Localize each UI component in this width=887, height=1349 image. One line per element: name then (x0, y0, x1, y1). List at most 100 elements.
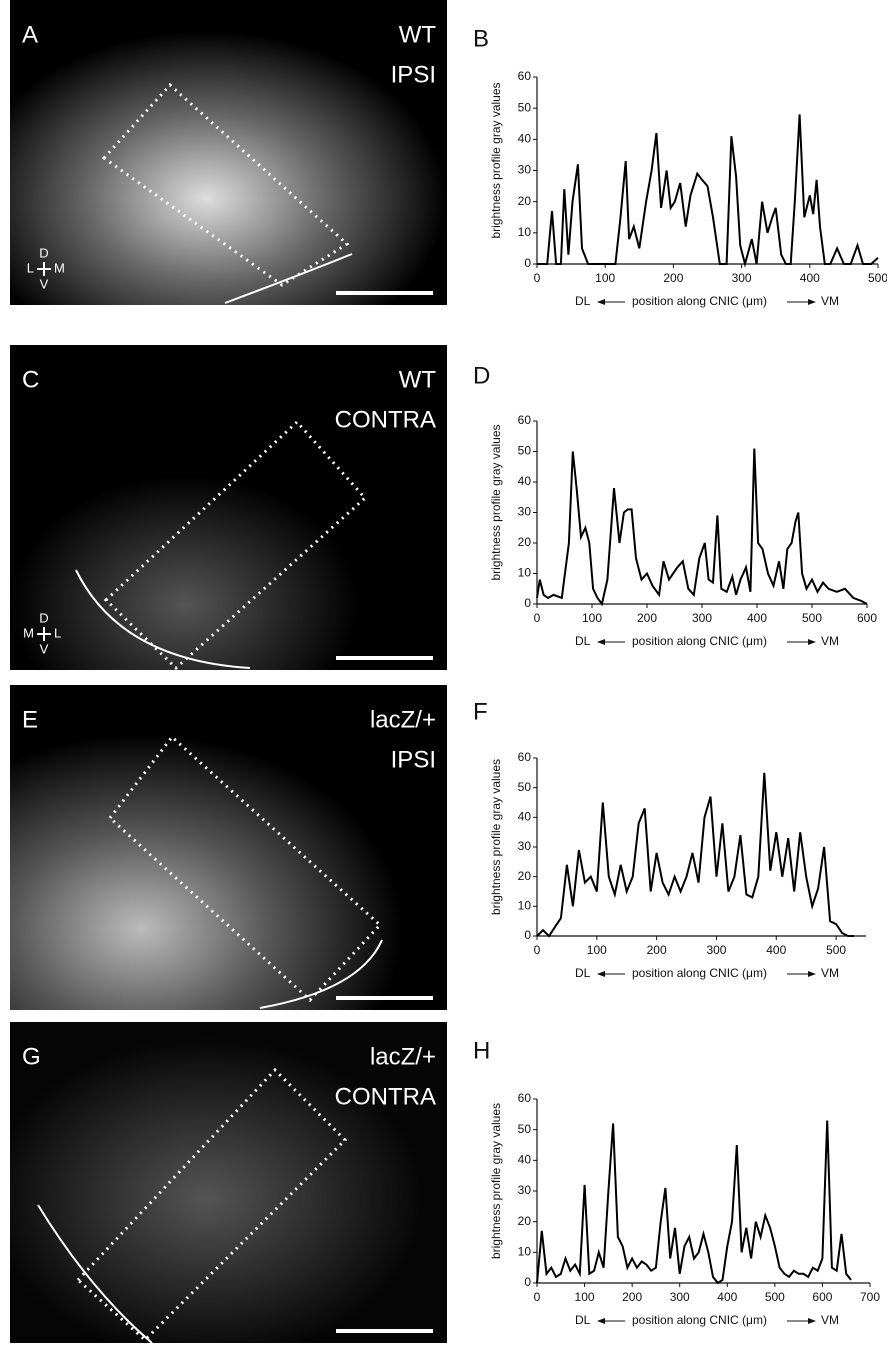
x-tick-label: 0 (534, 271, 541, 285)
x-axis-label-left: DL (575, 1313, 591, 1327)
orientation-label: L (54, 625, 61, 640)
panel-title: IPSI (391, 746, 436, 773)
y-tick-label: 60 (518, 1091, 532, 1105)
micrograph (10, 685, 447, 1010)
y-tick-label: 30 (518, 163, 532, 177)
panel-label: C (22, 366, 39, 393)
x-tick-label: 700 (860, 1290, 880, 1304)
y-tick-label: 0 (524, 596, 531, 610)
y-tick-label: 30 (518, 1183, 532, 1197)
x-axis-label-right: VM (821, 1313, 839, 1327)
panel-title: IPSI (391, 61, 436, 88)
y-axis-label: brightness profile gray values (489, 82, 503, 238)
x-tick-label: 200 (637, 611, 657, 625)
y-tick-label: 60 (518, 750, 532, 764)
y-tick-label: 20 (518, 1214, 532, 1228)
y-tick-label: 0 (524, 256, 531, 270)
x-axis-label: position along CNIC (μm) (632, 634, 767, 648)
x-tick-label: 500 (826, 943, 846, 957)
y-axis-label: brightness profile gray values (489, 424, 503, 580)
x-tick-label: 500 (868, 271, 887, 285)
y-tick-label: 40 (518, 474, 532, 488)
x-tick-label: 400 (747, 611, 767, 625)
roi-box (75, 1067, 348, 1343)
x-axis-label-left: DL (575, 294, 591, 308)
x-tick-label: 300 (692, 611, 712, 625)
x-axis-label: position along CNIC (μm) (632, 1313, 767, 1327)
y-tick-label: 10 (518, 225, 532, 239)
x-axis-label-right: VM (821, 966, 839, 980)
x-tick-label: 100 (587, 943, 607, 957)
y-tick-label: 50 (518, 780, 532, 794)
y-tick-label: 50 (518, 1122, 532, 1136)
x-tick-label: 400 (800, 271, 820, 285)
micrograph (10, 1022, 447, 1343)
x-tick-label: 300 (670, 1290, 690, 1304)
y-tick-label: 0 (524, 928, 531, 942)
profile-line (537, 114, 879, 268)
y-tick-label: 50 (518, 100, 532, 114)
x-tick-label: 200 (622, 1290, 642, 1304)
boundary-line (224, 253, 353, 304)
panel-title: lacZ/+ (370, 706, 436, 733)
panel-label: F (473, 698, 488, 725)
y-tick-label: 0 (524, 1275, 531, 1289)
y-tick-label: 20 (518, 535, 532, 549)
x-tick-label: 400 (717, 1290, 737, 1304)
profile-line (536, 1120, 852, 1285)
y-tick-label: 50 (518, 444, 532, 458)
panel-label: B (473, 25, 489, 52)
y-tick-label: 30 (518, 505, 532, 519)
y-axis-label: brightness profile gray values (489, 759, 503, 915)
micrograph (10, 345, 447, 670)
panel-title: WT (399, 366, 437, 393)
y-tick-label: 60 (518, 413, 532, 427)
x-tick-label: 500 (765, 1290, 785, 1304)
x-tick-label: 600 (857, 611, 877, 625)
y-tick-label: 30 (518, 839, 532, 853)
x-tick-label: 0 (534, 1290, 541, 1304)
boundary-line (75, 569, 251, 669)
orientation-label: V (40, 276, 49, 291)
x-tick-label: 300 (706, 943, 726, 957)
orientation-label: V (40, 641, 49, 656)
x-axis-label: position along CNIC (μm) (632, 966, 767, 980)
y-tick-label: 40 (518, 132, 532, 146)
boundary-line (259, 939, 383, 1009)
y-tick-label: 60 (518, 69, 532, 83)
x-tick-label: 600 (812, 1290, 832, 1304)
orientation-label: M (23, 625, 34, 640)
x-axis-label-right: VM (821, 294, 839, 308)
panel-label: G (22, 1043, 41, 1070)
profile-line (536, 448, 868, 607)
x-tick-label: 100 (575, 1290, 595, 1304)
roi-box (101, 82, 350, 287)
panel-label: D (473, 362, 490, 389)
y-tick-label: 20 (518, 194, 532, 208)
x-tick-label: 0 (534, 611, 541, 625)
panel-label: H (473, 1037, 490, 1064)
x-tick-label: 200 (663, 271, 683, 285)
panel-label: A (22, 21, 38, 48)
x-tick-label: 400 (766, 943, 786, 957)
orientation-label: D (39, 610, 48, 625)
panel-title: WT (399, 21, 437, 48)
profile-line (536, 772, 854, 938)
x-tick-label: 100 (595, 271, 615, 285)
x-axis-label-left: DL (575, 966, 591, 980)
x-tick-label: 200 (647, 943, 667, 957)
y-tick-label: 10 (518, 1245, 532, 1259)
panel-title: CONTRA (335, 406, 436, 433)
x-axis-label-left: DL (575, 634, 591, 648)
panel-title: lacZ/+ (370, 1043, 436, 1070)
x-axis-label: position along CNIC (μm) (632, 294, 767, 308)
orientation-label: M (54, 260, 65, 275)
roi-box (107, 734, 383, 1003)
y-tick-label: 10 (518, 566, 532, 580)
y-tick-label: 20 (518, 869, 532, 883)
orientation-label: D (39, 245, 48, 260)
micrograph (10, 0, 447, 305)
y-tick-label: 10 (518, 899, 532, 913)
boundary-line (37, 1204, 153, 1344)
